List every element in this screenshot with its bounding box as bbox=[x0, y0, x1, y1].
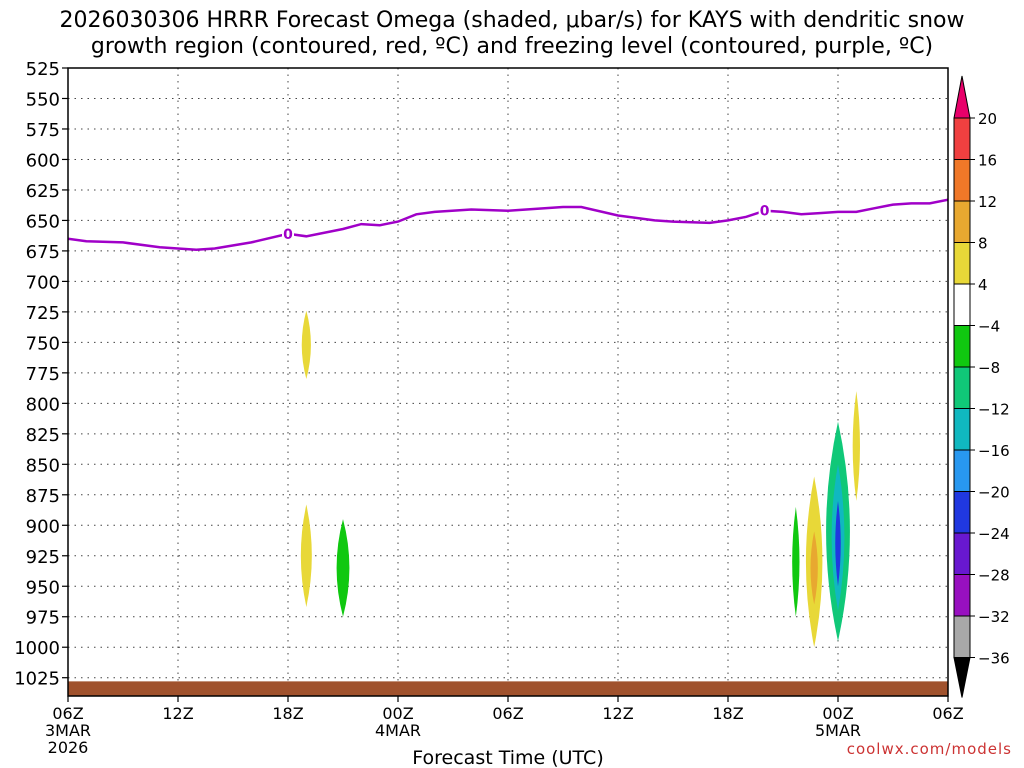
y-tick-label: 850 bbox=[26, 455, 60, 476]
colorbar-label: 16 bbox=[978, 152, 997, 170]
colorbar-swatch bbox=[953, 408, 971, 451]
freezing-label-bg bbox=[282, 224, 294, 241]
chart-title: 2026030306 HRRR Forecast Omega (shaded, … bbox=[59, 8, 965, 59]
x-tick-label: 18Z bbox=[272, 704, 303, 723]
x-tick-label: 00Z bbox=[822, 704, 853, 723]
colorbar-swatch bbox=[953, 242, 971, 285]
freezing-level-layer: 00 bbox=[68, 198, 948, 251]
x-date-label: 4MAR bbox=[375, 721, 421, 740]
y-tick-label: 800 bbox=[26, 394, 60, 415]
y-axis: 525 550 575 600 625 650 675 700 725 750 775 800 825 8… bbox=[14, 59, 68, 690]
y-tick-label: 650 bbox=[26, 211, 60, 232]
colorbar-swatch bbox=[953, 200, 971, 243]
colorbar: 20 16 12 8 4 −4 −8 −12 −16 −20 −24 −28 −32 −36 bbox=[953, 75, 1010, 698]
colorbar-swatch bbox=[953, 574, 971, 617]
terrain-band bbox=[68, 681, 948, 696]
colorbar-swatch bbox=[953, 159, 971, 202]
omega-shading bbox=[300, 310, 860, 648]
freezing-level-line bbox=[68, 198, 948, 251]
omega-blob bbox=[301, 310, 311, 379]
colorbar-label: 20 bbox=[978, 110, 997, 128]
y-tick-label: 950 bbox=[26, 577, 60, 598]
colorbar-label: 4 bbox=[978, 276, 988, 294]
freezing-level-label: 0 bbox=[760, 204, 770, 220]
colorbar-label: −28 bbox=[978, 567, 1010, 585]
x-tick-label: 00Z bbox=[382, 704, 413, 723]
omega-blob bbox=[810, 531, 818, 605]
terrain-layer bbox=[68, 681, 948, 696]
colorbar-label: −20 bbox=[978, 484, 1010, 502]
x-tick-label: 12Z bbox=[162, 704, 193, 723]
x-date-label: 5MAR bbox=[815, 721, 861, 740]
omega-blob bbox=[336, 519, 350, 617]
colorbar-label: −12 bbox=[978, 401, 1010, 419]
colorbar-swatch bbox=[953, 449, 971, 492]
colorbar-swatch bbox=[953, 366, 971, 409]
colorbar-top-arrow bbox=[953, 75, 971, 119]
y-tick-label: 900 bbox=[26, 516, 60, 537]
colorbar-label: −24 bbox=[978, 525, 1010, 543]
y-tick-label: 575 bbox=[26, 120, 60, 141]
colorbar-label: 12 bbox=[978, 193, 997, 211]
colorbar-label: −4 bbox=[978, 318, 1000, 336]
x-tick-label: 06Z bbox=[492, 704, 523, 723]
y-tick-label: 750 bbox=[26, 333, 60, 354]
omega-blob bbox=[300, 504, 312, 607]
x-year-label: 2026 bbox=[48, 738, 89, 757]
colorbar-swatch bbox=[953, 325, 971, 368]
y-tick-label: 550 bbox=[26, 89, 60, 110]
y-tick-label: 700 bbox=[26, 272, 60, 293]
colorbar-label: 8 bbox=[978, 235, 988, 253]
colorbar-label: −36 bbox=[978, 650, 1010, 668]
colorbar-swatch bbox=[953, 283, 971, 326]
x-tick-label: 18Z bbox=[712, 704, 743, 723]
x-axis-label: Forecast Time (UTC) bbox=[412, 747, 603, 768]
colorbar-label: −8 bbox=[978, 359, 1000, 377]
omega-blob bbox=[792, 506, 800, 617]
colorbar-swatch bbox=[953, 117, 971, 160]
colorbar-label: −16 bbox=[978, 442, 1010, 460]
y-tick-label: 925 bbox=[26, 547, 60, 568]
credit-link[interactable]: coolwx.com/models bbox=[846, 740, 1012, 758]
freezing-level-label: 0 bbox=[283, 227, 293, 243]
colorbar-swatch bbox=[953, 491, 971, 534]
x-tick-label: 12Z bbox=[602, 704, 633, 723]
colorbar-swatch bbox=[953, 532, 971, 575]
y-tick-label: 875 bbox=[26, 486, 60, 507]
freezing-label-bg bbox=[758, 201, 771, 218]
y-tick-label: 625 bbox=[26, 181, 60, 202]
x-tick-label: 06Z bbox=[52, 704, 83, 723]
y-tick-label: 675 bbox=[26, 242, 60, 263]
y-tick-label: 525 bbox=[26, 59, 60, 80]
colorbar-label: −32 bbox=[978, 608, 1010, 626]
omega-blob bbox=[852, 391, 860, 501]
x-tick-label: 06Z bbox=[932, 704, 963, 723]
y-tick-label: 825 bbox=[26, 425, 60, 446]
omega-blob bbox=[835, 500, 841, 587]
y-tick-label: 1000 bbox=[14, 638, 60, 659]
y-tick-label: 600 bbox=[26, 150, 60, 171]
colorbar-bottom-arrow bbox=[953, 657, 971, 698]
y-tick-label: 1025 bbox=[14, 669, 60, 690]
x-date-label: 3MAR bbox=[45, 721, 91, 740]
y-tick-label: 975 bbox=[26, 608, 60, 629]
colorbar-swatch bbox=[953, 615, 971, 658]
y-tick-label: 775 bbox=[26, 364, 60, 385]
grid-lines bbox=[68, 67, 948, 696]
y-tick-label: 725 bbox=[26, 303, 60, 324]
